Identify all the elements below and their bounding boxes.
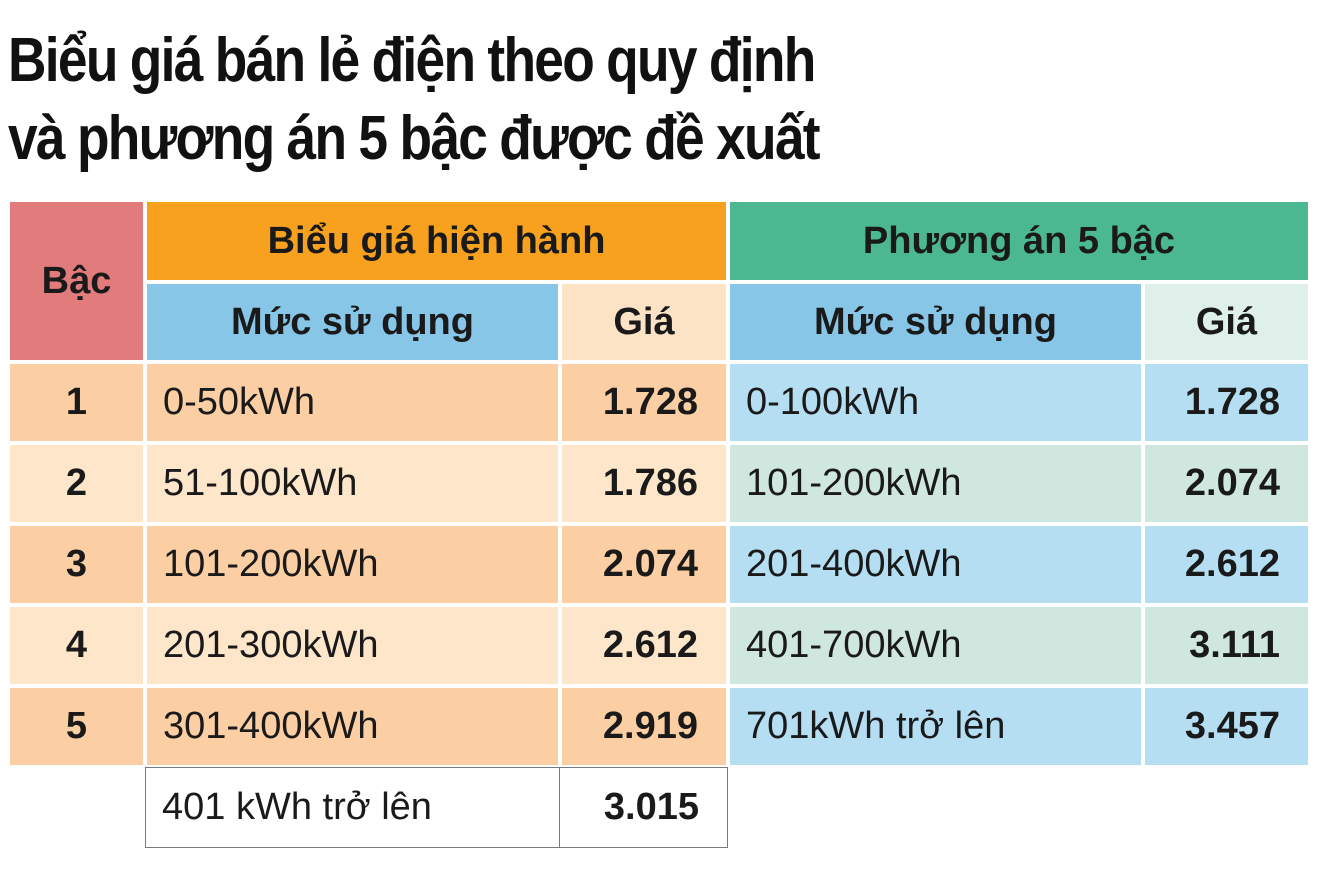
current-price-cell: 2.612 [560, 605, 728, 686]
current-price-cell-extra: 3.015 [559, 767, 728, 848]
current-usage-cell: 51-100kWh [145, 443, 560, 524]
current-usage-cell: 0-50kWh [145, 362, 560, 443]
proposal-header: Phương án 5 bậc [728, 200, 1310, 282]
proposal-usage-cell: 0-100kWh [728, 362, 1143, 443]
page-title: Biểu giá bán lẻ điện theo quy định và ph… [8, 22, 954, 178]
current-usage-cell: 101-200kWh [145, 524, 560, 605]
current-price-cell: 1.728 [560, 362, 728, 443]
current-price-cell: 1.786 [560, 443, 728, 524]
proposal-price-cell: 1.728 [1143, 362, 1310, 443]
current-tariff-header: Biểu giá hiện hành [145, 200, 728, 282]
proposal-usage-cell: 701kWh trở lên [728, 686, 1143, 767]
proposal-price-cell: 2.074 [1143, 443, 1310, 524]
proposal-price-cell: 3.457 [1143, 686, 1310, 767]
current-price-header: Giá [560, 282, 728, 362]
current-price-cell: 2.074 [560, 524, 728, 605]
current-usage-header: Mức sử dụng [145, 282, 560, 362]
bac-cell: 3 [8, 524, 145, 605]
current-usage-cell: 201-300kWh [145, 605, 560, 686]
bac-cell: 2 [8, 443, 145, 524]
proposal-price-cell: 2.612 [1143, 524, 1310, 605]
current-price-cell: 2.919 [560, 686, 728, 767]
bac-cell: 4 [8, 605, 145, 686]
current-usage-cell: 301-400kWh [145, 686, 560, 767]
title-line-1: Biểu giá bán lẻ điện theo quy định [8, 26, 816, 95]
bac-cell: 5 [8, 686, 145, 767]
proposal-usage-cell: 101-200kWh [728, 443, 1143, 524]
proposal-usage-cell: 201-400kWh [728, 524, 1143, 605]
bac-header: Bậc [8, 200, 145, 362]
current-usage-cell-extra: 401 kWh trở lên [145, 767, 560, 848]
proposal-usage-cell: 401-700kWh [728, 605, 1143, 686]
proposal-price-cell: 3.111 [1143, 605, 1310, 686]
bac-cell: 1 [8, 362, 145, 443]
proposal-price-header: Giá [1143, 282, 1310, 362]
title-line-2: và phương án 5 bậc được đề xuất [8, 104, 821, 173]
proposal-usage-header: Mức sử dụng [728, 282, 1143, 362]
